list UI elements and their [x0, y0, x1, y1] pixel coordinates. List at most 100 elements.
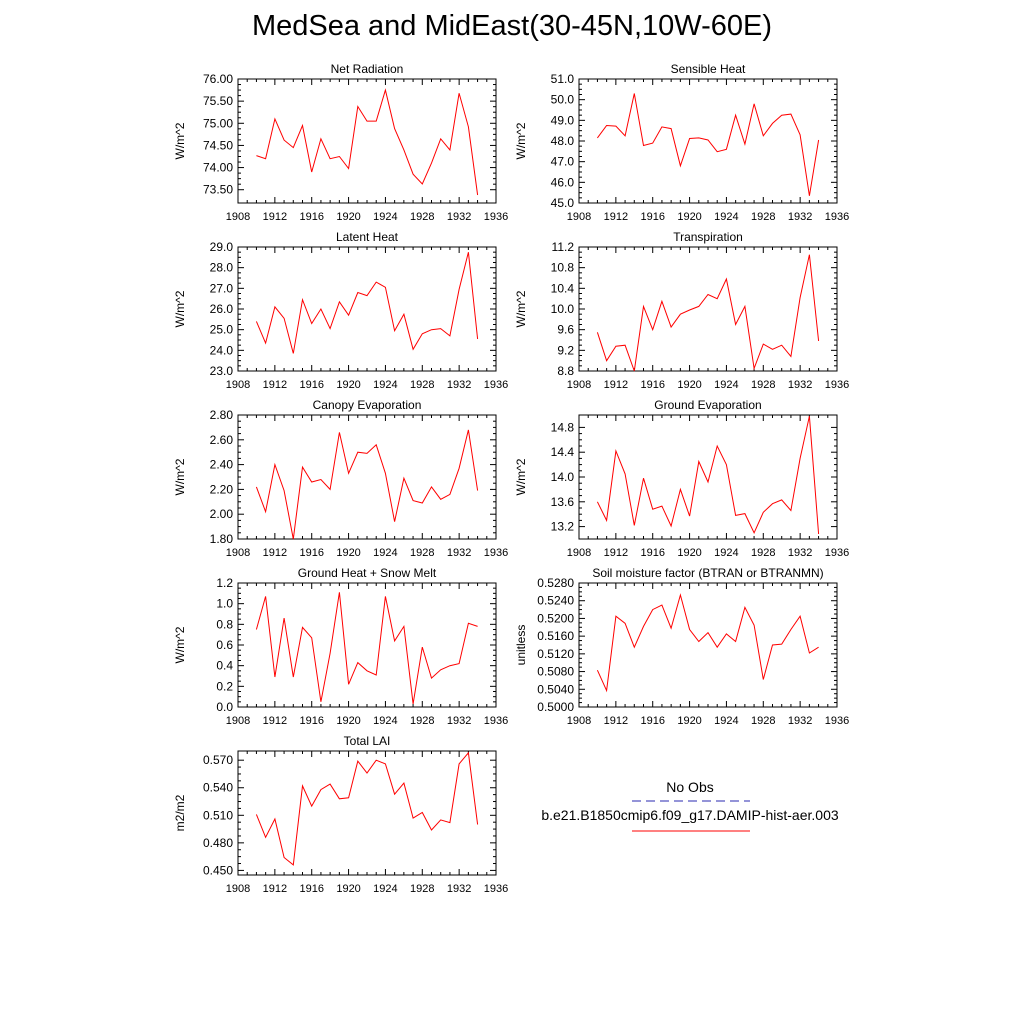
y-tick-label: 29.0 — [210, 240, 234, 254]
y-tick-label: 14.4 — [551, 445, 575, 459]
chart-panel-2: Sensible Heat W/m^2 1908 1912 1916 1920 1924 19… — [514, 62, 849, 223]
page-title: MedSea and MidEast(30-45N,10W-60E) — [251, 10, 773, 42]
y-tick-label: 2.40 — [210, 458, 234, 472]
y-tick-label: 28.0 — [210, 261, 234, 275]
y-tick-label: 45.0 — [551, 196, 575, 210]
x-tick-label: 1920 — [336, 211, 360, 223]
y-tick-label: 47.0 — [551, 155, 575, 169]
y-tick-label: 2.80 — [210, 408, 234, 422]
x-tick-label: 1908 — [226, 547, 250, 559]
y-tick-label: 10.8 — [551, 261, 575, 275]
x-tick-label: 1908 — [567, 715, 591, 727]
chart-panel-3: Latent Heat W/m^2 1908 1912 1916 1920 1924 1928… — [173, 230, 508, 391]
y-tick-label: 0.4 — [216, 659, 233, 673]
x-tick-label: 1912 — [263, 547, 287, 559]
y-tick-label: 13.6 — [551, 495, 575, 509]
x-tick-label: 1932 — [788, 715, 812, 727]
y-tick-label: 0.0 — [216, 700, 233, 714]
series-line — [596, 593, 819, 693]
y-tick-label: 48.0 — [551, 134, 575, 148]
x-tick-label: 1924 — [714, 547, 738, 559]
panel-title: Sensible Heat — [671, 62, 746, 76]
y-tick-label: 25.0 — [210, 323, 234, 337]
y-tick-label: 11.2 — [552, 240, 575, 254]
legend: No Obs b.e21.B1850cmip6.f09_g17.DAMIP-his… — [541, 779, 839, 832]
x-tick-label: 1920 — [336, 883, 360, 895]
chart-panel-7: Ground Heat + Snow Melt W/m^2 1908 1912 1916… — [173, 566, 508, 727]
y-tick-label: 0.5160 — [537, 629, 574, 643]
y-tick-label: 51.0 — [551, 72, 575, 86]
x-tick-label: 1916 — [299, 715, 323, 727]
x-tick-label: 1936 — [825, 211, 849, 223]
x-tick-label: 1920 — [336, 715, 360, 727]
x-tick-label: 1916 — [299, 547, 323, 559]
x-tick-label: 1908 — [226, 211, 250, 223]
y-tick-label: 0.6 — [216, 638, 233, 652]
plot-frame — [578, 414, 838, 540]
y-tick-label: 1.80 — [210, 532, 234, 546]
x-tick-label: 1908 — [567, 547, 591, 559]
y-tick-label: 0.570 — [203, 753, 233, 767]
x-tick-label: 1932 — [788, 211, 812, 223]
x-tick-label: 1924 — [714, 379, 738, 391]
x-tick-label: 1936 — [825, 715, 849, 727]
y-tick-label: 0.5120 — [537, 647, 574, 661]
y-tick-label: 9.6 — [557, 323, 574, 337]
y-tick-label: 0.5040 — [537, 682, 574, 696]
x-tick-label: 1928 — [410, 211, 434, 223]
x-tick-label: 1920 — [336, 547, 360, 559]
x-tick-label: 1912 — [263, 211, 287, 223]
x-tick-label: 1912 — [263, 883, 287, 895]
panel-title: Canopy Evaporation — [313, 398, 422, 412]
x-tick-label: 1932 — [447, 883, 471, 895]
x-tick-label: 1928 — [410, 715, 434, 727]
x-tick-label: 1920 — [677, 379, 701, 391]
chart-panel-5: Canopy Evaporation W/m^2 1908 1912 1916 1920 1… — [173, 398, 508, 559]
x-tick-label: 1912 — [604, 715, 628, 727]
y-tick-label: 14.0 — [551, 470, 575, 484]
chart-panel-9: Total LAI m2/m2 1908 1912 1916 1920 1924 1928 19… — [173, 734, 508, 895]
series-line — [596, 416, 820, 535]
x-tick-label: 1932 — [788, 379, 812, 391]
y-tick-label: 10.0 — [551, 302, 575, 316]
x-tick-label: 1924 — [373, 715, 397, 727]
legend-obs-label: No Obs — [666, 779, 713, 795]
x-tick-label: 1908 — [567, 379, 591, 391]
y-axis-label: W/m^2 — [173, 458, 187, 495]
x-tick-label: 1936 — [484, 379, 508, 391]
y-tick-label: 27.0 — [210, 281, 234, 295]
y-tick-label: 74.00 — [203, 161, 233, 175]
plot-frame — [237, 78, 497, 204]
x-tick-label: 1924 — [373, 211, 397, 223]
x-tick-label: 1932 — [447, 211, 471, 223]
x-tick-label: 1928 — [751, 715, 775, 727]
x-tick-label: 1936 — [825, 379, 849, 391]
x-tick-label: 1916 — [299, 883, 323, 895]
chart-panel-4: Transpiration W/m^2 1908 1912 1916 1920 1924 19… — [514, 230, 849, 391]
y-axis-label: unitless — [514, 625, 528, 666]
plot-frame — [237, 582, 497, 708]
x-tick-label: 1928 — [410, 883, 434, 895]
y-axis-label: m2/m2 — [173, 794, 187, 831]
chart-panel-6: Ground Evaporation W/m^2 1908 1912 1916 1920 1… — [514, 398, 849, 559]
y-tick-label: 74.50 — [203, 138, 233, 152]
series-line — [255, 429, 479, 540]
x-tick-label: 1916 — [640, 547, 664, 559]
x-tick-label: 1932 — [447, 547, 471, 559]
y-axis-label: W/m^2 — [514, 290, 528, 327]
x-tick-label: 1916 — [640, 715, 664, 727]
y-tick-label: 0.8 — [216, 617, 233, 631]
y-tick-label: 73.50 — [203, 183, 233, 197]
y-tick-label: 0.480 — [203, 836, 233, 850]
y-axis-label: W/m^2 — [173, 626, 187, 663]
y-tick-label: 0.540 — [203, 781, 233, 795]
x-tick-label: 1912 — [263, 379, 287, 391]
series-line — [255, 592, 478, 704]
x-tick-label: 1924 — [714, 211, 738, 223]
y-tick-label: 50.0 — [551, 93, 575, 107]
x-tick-label: 1908 — [226, 715, 250, 727]
y-tick-label: 75.50 — [203, 94, 233, 108]
x-tick-label: 1908 — [226, 883, 250, 895]
panel-title: Ground Heat + Snow Melt — [298, 566, 437, 580]
